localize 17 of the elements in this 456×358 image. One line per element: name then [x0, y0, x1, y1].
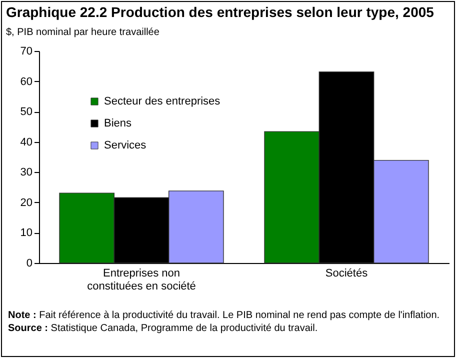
y-tick-label: 10 [20, 227, 32, 240]
legend-label: Biens [104, 118, 132, 130]
y-tick-label: 0 [26, 258, 32, 270]
source-note: Source : Statistique Canada, Programme de la productivité du travail. [8, 322, 319, 334]
y-tick-label: 60 [20, 76, 32, 88]
y-tick-label: 70 [20, 46, 32, 58]
x-tick-label: Sociétés [325, 268, 368, 280]
y-tick-label: 30 [20, 166, 32, 179]
y-tick-label: 20 [20, 196, 32, 209]
text: Note : Fait référence à la productivité du travail. Le PIB nominal ne rend pas compte de l'inflation. [8, 310, 441, 322]
chart-title: Graphique 22.2 Production des entreprises selon leur type, 2005 [6, 4, 434, 20]
y-tick-label: 50 [20, 106, 32, 118]
x-tick-label: Entreprises non constituées en société [87, 268, 196, 292]
legend-label: Services [104, 140, 147, 152]
chart-subtitle: $, PIB nominal par heure travaillée [6, 27, 160, 38]
legend-label: Secteur des entreprises [104, 96, 221, 108]
y-tick-label: 40 [20, 136, 32, 148]
